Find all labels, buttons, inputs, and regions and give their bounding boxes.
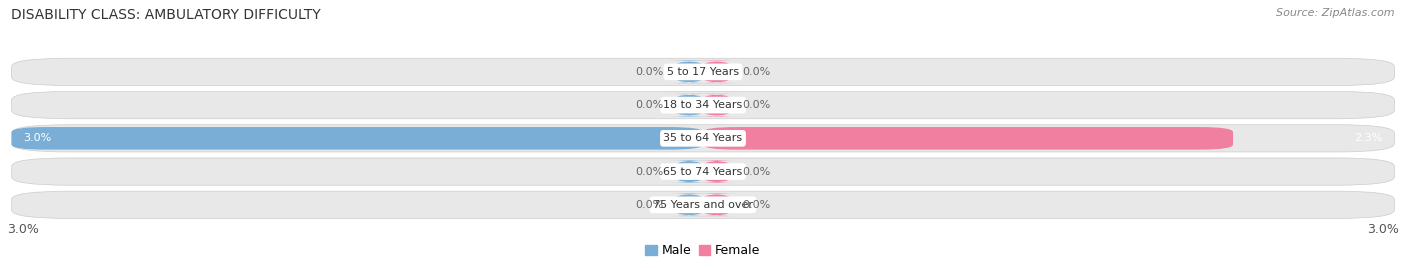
Text: 0.0%: 0.0% [636, 100, 664, 110]
FancyBboxPatch shape [11, 191, 1395, 218]
FancyBboxPatch shape [696, 61, 738, 83]
Text: 3.0%: 3.0% [1367, 223, 1399, 236]
Text: DISABILITY CLASS: AMBULATORY DIFFICULTY: DISABILITY CLASS: AMBULATORY DIFFICULTY [11, 8, 321, 22]
Text: 18 to 34 Years: 18 to 34 Years [664, 100, 742, 110]
FancyBboxPatch shape [11, 125, 1395, 152]
Text: Source: ZipAtlas.com: Source: ZipAtlas.com [1277, 8, 1395, 18]
FancyBboxPatch shape [11, 127, 703, 150]
Text: 3.0%: 3.0% [22, 133, 52, 143]
FancyBboxPatch shape [696, 193, 738, 216]
Text: 75 Years and over: 75 Years and over [652, 200, 754, 210]
Text: 0.0%: 0.0% [636, 67, 664, 77]
FancyBboxPatch shape [668, 160, 710, 183]
Text: 65 to 74 Years: 65 to 74 Years [664, 167, 742, 177]
Text: 0.0%: 0.0% [742, 200, 770, 210]
FancyBboxPatch shape [668, 94, 710, 116]
Text: 35 to 64 Years: 35 to 64 Years [664, 133, 742, 143]
Text: 2.3%: 2.3% [1354, 133, 1384, 143]
FancyBboxPatch shape [668, 61, 710, 83]
FancyBboxPatch shape [11, 91, 1395, 119]
Text: 3.0%: 3.0% [7, 223, 39, 236]
Text: 0.0%: 0.0% [742, 67, 770, 77]
FancyBboxPatch shape [703, 127, 1233, 150]
Text: 5 to 17 Years: 5 to 17 Years [666, 67, 740, 77]
Text: 0.0%: 0.0% [636, 167, 664, 177]
FancyBboxPatch shape [668, 193, 710, 216]
Text: 0.0%: 0.0% [742, 167, 770, 177]
FancyBboxPatch shape [11, 158, 1395, 185]
FancyBboxPatch shape [696, 94, 738, 116]
Text: 0.0%: 0.0% [636, 200, 664, 210]
FancyBboxPatch shape [11, 58, 1395, 85]
Legend: Male, Female: Male, Female [641, 239, 765, 262]
Text: 0.0%: 0.0% [742, 100, 770, 110]
FancyBboxPatch shape [696, 160, 738, 183]
